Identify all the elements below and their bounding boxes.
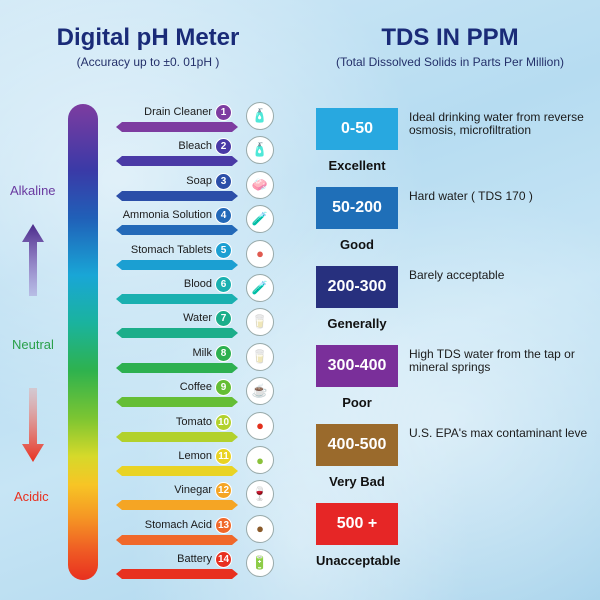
tomato-icon: ● (246, 411, 274, 440)
arrow-down-icon (22, 388, 44, 462)
stomach-icon: ● (246, 239, 274, 268)
ph-item: Blood 6 🧪 (116, 274, 280, 312)
lemon-icon: ● (246, 446, 274, 474)
battery-icon: 🔋 (246, 549, 274, 578)
coffee-cup-icon: ☕ (246, 377, 274, 406)
ph-item: Soap 3 🧼 (116, 170, 280, 209)
ph-item-number: 4 (215, 207, 232, 225)
milk-glass-icon: 🥛 (246, 342, 274, 371)
tds-description: Barely acceptable (409, 268, 505, 282)
ph-item-number: 5 (215, 241, 232, 259)
tds-rating-label: Good (340, 237, 374, 252)
tds-description: Ideal drinking water from reverse osmosi… (409, 110, 584, 137)
ph-arrow (116, 122, 238, 132)
ph-item-name: Tomato (175, 415, 212, 428)
ph-item: Battery 14 🔋 (116, 549, 280, 587)
ph-item-number: 8 (215, 344, 232, 362)
tds-range-badge: 400-500 (316, 424, 398, 466)
ph-item-number: 2 (215, 138, 232, 156)
ph-arrow (116, 466, 238, 476)
ph-arrow (116, 397, 238, 408)
arrow-up-icon (22, 224, 44, 296)
tds-rating-label: Poor (342, 395, 372, 410)
ph-item-name: Lemon (178, 450, 212, 462)
ph-item-name: Bleach (178, 140, 212, 153)
vinegar-bottle-icon: 🍷 (246, 480, 274, 509)
ph-arrow (116, 362, 238, 373)
left-title: Digital pH Meter (56, 24, 240, 51)
tds-description: U.S. EPA's max contaminant leve (409, 426, 588, 440)
ph-arrow (116, 294, 238, 304)
ph-item-number: 3 (215, 172, 232, 190)
ph-item-number: 10 (215, 413, 232, 431)
ph-item: Stomach Acid 13 ● (116, 514, 280, 553)
ph-arrow (116, 328, 238, 339)
tds-range-badge: 200-300 (316, 266, 398, 308)
ph-arrow (116, 190, 238, 201)
ph-item-name: Drain Cleaner (144, 106, 212, 118)
ph-arrow (116, 534, 238, 545)
ph-item-name: Soap (186, 174, 212, 187)
blood-tube-icon: 🧪 (246, 274, 274, 302)
ph-item: Lemon 11 ● (116, 446, 280, 484)
alkaline-label: Alkaline (10, 183, 56, 198)
ph-item-number: 9 (215, 379, 232, 397)
ph-item: Milk 8 🥛 (116, 342, 280, 381)
drain-cleaner-icon: 🧴 (246, 102, 274, 130)
ph-item: Vinegar 12 🍷 (116, 480, 280, 518)
ph-item-name: Milk (192, 346, 212, 359)
tds-rating-label: Unacceptable (316, 553, 401, 568)
tds-range-badge: 50-200 (316, 187, 398, 229)
acidic-label: Acidic (14, 489, 49, 504)
ph-item-name: Blood (183, 278, 212, 290)
tds-rating-label: Very Bad (329, 474, 385, 489)
neutral-label: Neutral (12, 337, 54, 352)
ammonia-bottle-icon: 🧪 (246, 205, 274, 234)
tds-range-badge: 500 + (316, 503, 398, 545)
ph-item-name: Coffee (179, 381, 212, 394)
ph-item-number: 12 (215, 482, 232, 500)
left-subtitle: (Accuracy up to ±0. 01pH ) (76, 55, 220, 69)
ph-item-number: 7 (215, 310, 232, 328)
ph-arrow (116, 500, 238, 511)
ph-item-number: 11 (215, 448, 232, 465)
soap-icon: 🧼 (246, 170, 274, 199)
ph-item-number: 13 (215, 516, 232, 534)
ph-item-name: Water (183, 312, 212, 325)
ph-item-number: 6 (215, 276, 232, 293)
ph-item-name: Stomach Tablets (130, 243, 212, 256)
ph-item-name: Ammonia Solution (122, 209, 212, 222)
ph-arrow (116, 259, 238, 270)
tds-rating-label: Excellent (328, 158, 386, 173)
ph-item: Coffee 9 ☕ (116, 377, 280, 415)
water-glass-icon: 🥛 (246, 308, 274, 337)
tds-rating-label: Generally (327, 316, 387, 331)
ph-item: Bleach 2 🧴 (116, 136, 280, 174)
ph-item-name: Vinegar (174, 484, 212, 497)
ph-item-number: 1 (215, 104, 232, 121)
ph-item: Drain Cleaner 1 🧴 (116, 102, 280, 140)
tds-description: High TDS water from the tap or mineral s… (409, 347, 575, 374)
ph-arrow (116, 156, 238, 167)
ph-item: Stomach Tablets 5 ● (116, 239, 280, 278)
tds-range-badge: 0-50 (316, 108, 398, 150)
tds-range-badge: 300-400 (316, 345, 398, 387)
ph-item: Tomato 10 ● (116, 411, 280, 450)
ph-arrow (116, 431, 238, 442)
ph-item-number: 14 (215, 551, 232, 569)
stomach-acid-icon: ● (246, 514, 274, 543)
ph-item-name: Battery (177, 553, 212, 566)
ph-item-name: Stomach Acid (144, 518, 212, 531)
right-subtitle: (Total Dissolved Solids in Parts Per Mil… (335, 55, 565, 69)
ph-arrow (116, 569, 238, 580)
bleach-bottle-icon: 🧴 (246, 136, 274, 165)
ph-scale-bar (68, 104, 98, 580)
ph-item: Water 7 🥛 (116, 308, 280, 346)
ph-arrow (116, 225, 238, 236)
ph-item: Ammonia Solution 4 🧪 (116, 205, 280, 243)
tds-description: Hard water ( TDS 170 ) (409, 189, 533, 203)
right-title: TDS IN PPM (381, 24, 519, 51)
